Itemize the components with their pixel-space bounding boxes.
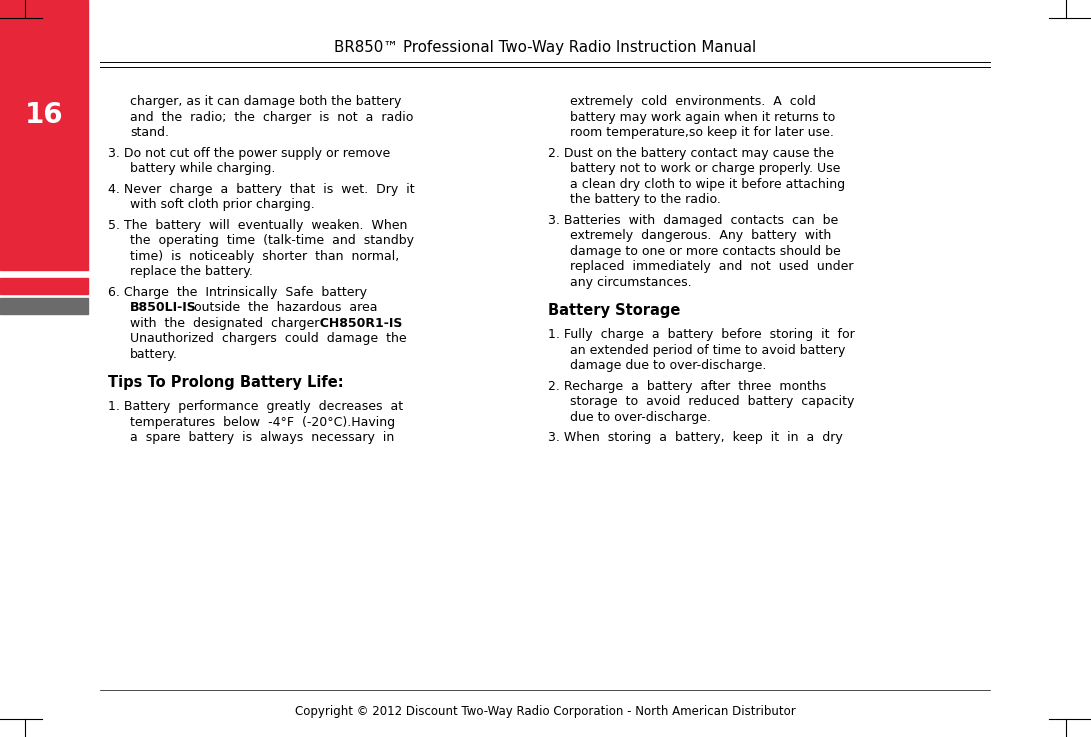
Text: outside  the  hazardous  area: outside the hazardous area — [185, 301, 377, 314]
Text: 1. Battery  performance  greatly  decreases  at: 1. Battery performance greatly decreases… — [108, 400, 404, 413]
Text: replace the battery.: replace the battery. — [130, 265, 253, 278]
Text: the battery to the radio.: the battery to the radio. — [570, 193, 721, 206]
Text: CH850R1-IS: CH850R1-IS — [311, 316, 403, 329]
Bar — [0, 278, 88, 294]
Text: and  the  radio;  the  charger  is  not  a  radio: and the radio; the charger is not a radi… — [130, 111, 413, 124]
Text: time)  is  noticeably  shorter  than  normal,: time) is noticeably shorter than normal, — [130, 250, 399, 262]
Text: battery.: battery. — [130, 348, 178, 360]
Text: a  spare  battery  is  always  necessary  in: a spare battery is always necessary in — [130, 431, 394, 444]
Text: battery not to work or charge properly. Use: battery not to work or charge properly. … — [570, 162, 840, 175]
Text: with soft cloth prior charging.: with soft cloth prior charging. — [130, 198, 314, 211]
Text: 4. Never  charge  a  battery  that  is  wet.  Dry  it: 4. Never charge a battery that is wet. D… — [108, 183, 415, 195]
Text: temperatures  below  -4°F  (-20°C).Having: temperatures below -4°F (-20°C).Having — [130, 416, 395, 428]
Text: B850LI-IS: B850LI-IS — [130, 301, 196, 314]
Text: any circumstances.: any circumstances. — [570, 276, 692, 288]
Text: extremely  cold  environments.  A  cold: extremely cold environments. A cold — [570, 95, 816, 108]
Text: extremely  dangerous.  Any  battery  with: extremely dangerous. Any battery with — [570, 229, 831, 242]
Text: 2. Dust on the battery contact may cause the: 2. Dust on the battery contact may cause… — [548, 147, 834, 159]
Text: .: . — [397, 316, 401, 329]
Text: Battery Storage: Battery Storage — [548, 303, 681, 318]
Text: 3. Do not cut off the power supply or remove: 3. Do not cut off the power supply or re… — [108, 147, 391, 159]
Text: damage to one or more contacts should be: damage to one or more contacts should be — [570, 245, 841, 257]
Text: the  operating  time  (talk-time  and  standby: the operating time (talk-time and standb… — [130, 234, 413, 247]
Text: an extended period of time to avoid battery: an extended period of time to avoid batt… — [570, 343, 846, 357]
Bar — [0, 0, 88, 270]
Text: charger, as it can damage both the battery: charger, as it can damage both the batte… — [130, 95, 401, 108]
Text: 3. Batteries  with  damaged  contacts  can  be: 3. Batteries with damaged contacts can b… — [548, 214, 838, 226]
Text: Copyright © 2012 Discount Two-Way Radio Corporation - North American Distributor: Copyright © 2012 Discount Two-Way Radio … — [295, 705, 795, 718]
Text: BR850™ Professional Two-Way Radio Instruction Manual: BR850™ Professional Two-Way Radio Instru… — [334, 40, 756, 55]
Text: 2. Recharge  a  battery  after  three  months: 2. Recharge a battery after three months — [548, 380, 826, 393]
Text: room temperature,so keep it for later use.: room temperature,so keep it for later us… — [570, 126, 834, 139]
Text: a clean dry cloth to wipe it before attaching: a clean dry cloth to wipe it before atta… — [570, 178, 846, 190]
Text: 5. The  battery  will  eventually  weaken.  When: 5. The battery will eventually weaken. W… — [108, 218, 407, 231]
Text: stand.: stand. — [130, 126, 169, 139]
Text: 6. Charge  the  Intrinsically  Safe  battery: 6. Charge the Intrinsically Safe battery — [108, 285, 367, 298]
Text: damage due to over-discharge.: damage due to over-discharge. — [570, 359, 766, 372]
Text: Unauthorized  chargers  could  damage  the: Unauthorized chargers could damage the — [130, 332, 407, 345]
Text: 3. When  storing  a  battery,  keep  it  in  a  dry: 3. When storing a battery, keep it in a … — [548, 431, 842, 444]
Text: due to over-discharge.: due to over-discharge. — [570, 411, 711, 424]
Bar — [0, 298, 88, 314]
Text: 16: 16 — [25, 101, 63, 129]
Text: 1. Fully  charge  a  battery  before  storing  it  for: 1. Fully charge a battery before storing… — [548, 328, 854, 341]
Text: storage  to  avoid  reduced  battery  capacity: storage to avoid reduced battery capacit… — [570, 395, 854, 408]
Text: Tips To Prolong Battery Life:: Tips To Prolong Battery Life: — [108, 375, 344, 390]
Text: battery while charging.: battery while charging. — [130, 162, 275, 175]
Text: replaced  immediately  and  not  used  under: replaced immediately and not used under — [570, 260, 853, 273]
Text: battery may work again when it returns to: battery may work again when it returns t… — [570, 111, 836, 124]
Text: with  the  designated  charger: with the designated charger — [130, 316, 320, 329]
